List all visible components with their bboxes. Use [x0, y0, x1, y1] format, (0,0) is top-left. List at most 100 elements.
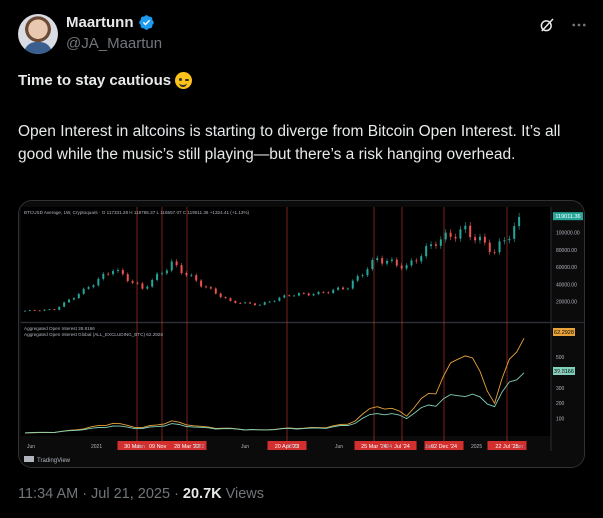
x-tick-label: Jun	[27, 444, 35, 450]
post-media-chart[interactable]: 30 Mar '21 09 Nov '21 28 Mar '22 20 Apr '23…	[18, 200, 585, 468]
price-current-label: 119011.36	[555, 214, 580, 220]
oi-tick-label: 100	[556, 417, 565, 423]
oi-last-value-box	[553, 328, 575, 336]
price-tick-label: 100000.00	[556, 231, 580, 237]
post-time[interactable]: 11:34 AM	[18, 486, 79, 502]
candle	[53, 309, 56, 311]
oi-tick-label: 300	[556, 386, 565, 392]
x-tick-label: Jun	[425, 444, 433, 450]
candle	[381, 258, 384, 264]
candle	[288, 295, 291, 297]
candle	[68, 299, 71, 303]
price-tick-label: 40000.00	[556, 282, 577, 288]
candle	[478, 236, 481, 241]
views-count: 20.7K	[182, 486, 222, 502]
avatar[interactable]	[18, 14, 58, 54]
more-icon[interactable]	[570, 16, 588, 34]
candle	[97, 278, 100, 286]
candle	[165, 270, 168, 274]
author-name-row[interactable]: Maartunn	[66, 14, 155, 31]
watermark-text: TradingView	[37, 458, 71, 464]
price-tick-label: 80000.00	[556, 248, 577, 254]
candle	[283, 295, 286, 298]
candle	[474, 237, 477, 241]
candle	[258, 304, 261, 306]
x-tick-label: Jun	[241, 444, 249, 450]
candle	[175, 261, 178, 266]
candle	[390, 259, 393, 261]
candle	[63, 302, 66, 307]
event-label: 20 Apr '23	[275, 444, 300, 450]
candle	[33, 310, 36, 311]
price-tick-label: 20000.00	[556, 300, 577, 306]
candle	[131, 281, 134, 283]
x-tick-label: Jun	[137, 444, 145, 450]
candle	[249, 302, 252, 304]
candle	[410, 260, 413, 266]
candle	[121, 270, 124, 275]
candle	[346, 288, 349, 290]
event-label-box	[424, 441, 464, 450]
candle	[454, 236, 457, 239]
candle	[488, 242, 491, 253]
candle	[170, 261, 173, 271]
candle	[493, 252, 496, 253]
candle	[244, 302, 247, 304]
post-meta: 11:34 AM · Jul 21, 2025 · 20.7K Views	[18, 486, 265, 502]
post-title: Time to stay cautious	[18, 72, 193, 89]
candle	[239, 302, 242, 304]
event-label-box	[117, 441, 157, 450]
x-tick-label: 2024	[381, 444, 392, 450]
post-header: Maartunn @JA_Maartun	[18, 12, 588, 56]
oi-series-line	[24, 372, 525, 434]
event-label: 22 Jul '25	[495, 444, 518, 450]
candle	[180, 265, 183, 274]
candle	[102, 273, 105, 279]
event-label: Jul '24	[394, 444, 410, 450]
candle	[430, 244, 433, 247]
candle	[234, 300, 237, 303]
candle	[341, 287, 344, 290]
event-label: 28 Mar '22	[174, 444, 200, 450]
candle	[395, 259, 398, 266]
verified-badge-icon	[138, 15, 154, 30]
candle	[77, 293, 80, 299]
candle	[28, 310, 31, 311]
author-name[interactable]: Maartunn	[66, 14, 134, 31]
candle	[405, 265, 408, 269]
candle	[425, 246, 428, 257]
oi-last-value-label: 39.8166	[554, 369, 574, 375]
candle	[518, 216, 521, 227]
winking-face-icon	[175, 72, 193, 89]
candle	[508, 238, 511, 241]
x-tick-label: 2025	[471, 444, 482, 450]
candle	[185, 273, 188, 276]
candle	[356, 276, 359, 281]
candle	[449, 232, 452, 237]
author-handle[interactable]: @JA_Maartun	[66, 35, 163, 52]
candle	[24, 310, 26, 312]
candle	[92, 285, 95, 288]
oi-last-value-label: 62.2928	[554, 330, 574, 336]
event-label: 02 Dec '24	[431, 444, 457, 450]
candle	[278, 297, 281, 301]
event-label: 09 Nov '21	[149, 444, 175, 450]
candle	[136, 282, 139, 284]
candle	[420, 256, 423, 262]
candle	[459, 229, 462, 239]
grok-icon[interactable]	[538, 16, 556, 34]
post-title-text: Time to stay cautious	[18, 72, 172, 89]
price-legend: BTCUSD Average, 1W, Cryptoquant · O 1173…	[24, 210, 250, 215]
candle	[229, 298, 232, 301]
candle	[43, 309, 46, 311]
candle	[268, 301, 271, 303]
price-current-box	[553, 212, 583, 221]
candle	[351, 280, 354, 289]
candle	[434, 244, 437, 246]
event-label-box	[167, 441, 207, 450]
candle	[513, 226, 516, 239]
event-label-box	[354, 441, 394, 450]
post-date[interactable]: Jul 21, 2025	[91, 486, 171, 502]
candle	[297, 293, 300, 296]
candle	[327, 292, 330, 294]
